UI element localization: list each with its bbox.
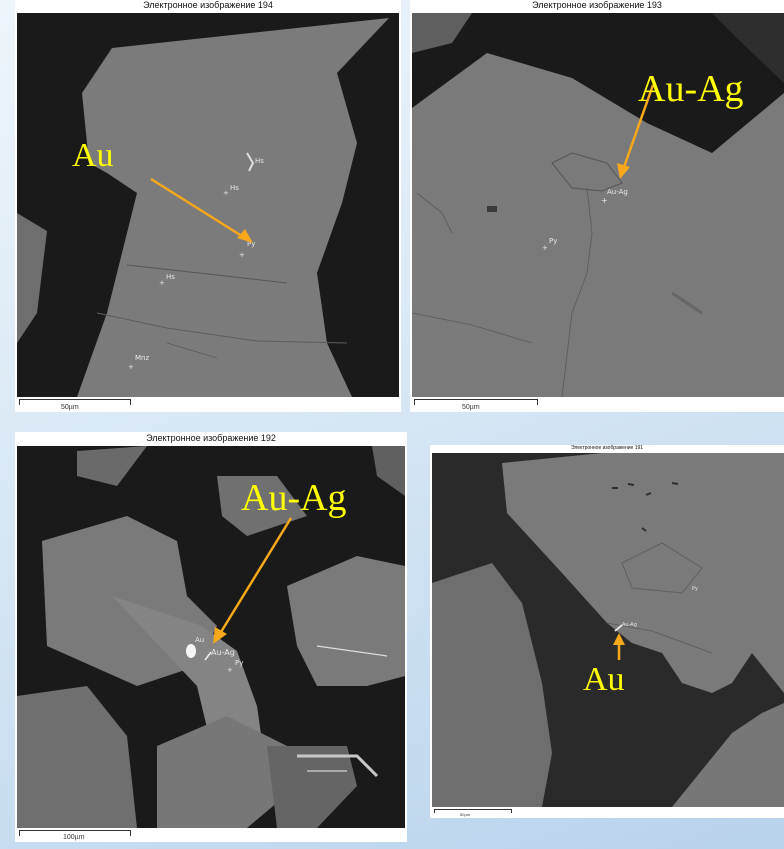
svg-text:+: + [542,244,548,252]
scale-bar: 50µm [410,397,784,412]
sem-panel-191: Электронное изображение 191 Py Au-Ag Au … [430,445,784,818]
point-label: Hs [166,273,175,281]
panel-title: Электронное изображение 192 [146,433,276,443]
svg-text:+: + [223,189,229,197]
point-label: Py [235,659,243,667]
point-label: Au-Ag [622,622,637,628]
point-label: Mnz [135,354,149,362]
svg-text:+: + [601,196,608,205]
panel-title: Электронное изображение 194 [143,0,273,10]
annotation-label: Au [583,661,625,698]
svg-text:+: + [159,279,165,287]
svg-text:+: + [239,251,245,259]
scale-bar: 50µm [430,807,784,818]
point-label: Py [692,586,698,592]
scale-bar-line [414,399,538,405]
sem-panel-192: Электронное изображение 192 Au Au-Ag Py … [15,432,407,842]
scale-label: 50µm [462,404,480,411]
point-label: Au-Ag [211,648,235,657]
sem-panel-193: Электронное изображение 193 Au-Ag + Py +… [410,0,784,412]
sem-image: Py Au-Ag [432,453,784,807]
point-label: Hs [230,184,239,192]
point-label: Au-Ag [607,188,628,196]
panel-title: Электронное изображение 191 [570,445,644,451]
sem-image: Hs Hs + Py + Hs + Mnz + [17,13,399,397]
point-label: Au [195,636,204,644]
svg-text:+: + [128,363,134,371]
annotation-label: Au-Ag [638,68,744,110]
sem-panel-194: Электронное изображение 194 Hs Hs + Py +… [15,0,401,412]
svg-text:+: + [227,666,233,674]
annotation-label: Au-Ag [241,477,347,519]
sem-image: Au Au-Ag Py + [17,446,405,828]
scale-bar-line [19,830,131,836]
point-label: Py [247,240,255,248]
scale-bar-line [434,809,512,813]
point-label: Py [549,237,557,245]
scale-bar-line [19,399,131,405]
scale-label: 50µm [460,812,471,817]
annotation-label: Au [72,137,114,174]
scale-label: 100µm [63,834,85,841]
scale-label: 50µm [61,404,79,411]
scale-bar: 100µm [15,828,407,842]
panel-title: Электронное изображение 193 [532,0,662,10]
sem-image: Au-Ag + Py + [412,13,784,397]
scale-bar: 50µm [15,397,401,412]
point-label: Hs [255,157,264,165]
